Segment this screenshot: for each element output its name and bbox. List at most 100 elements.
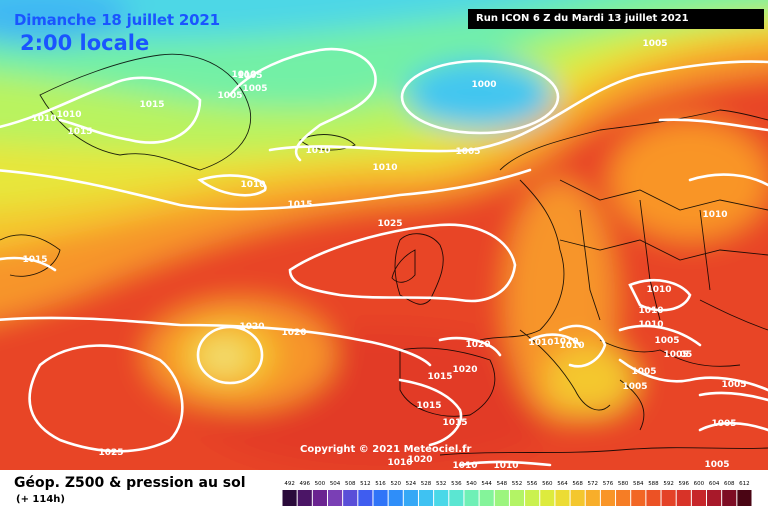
coastlines [0, 53, 768, 456]
chart-caption: Géop. Z500 & pression au sol [14, 475, 246, 491]
scale-swatch-580 [616, 490, 631, 506]
isobar-label-italy: 1010 [553, 337, 578, 347]
scale-swatch-600 [691, 490, 707, 506]
scale-tick-564: 564 [557, 481, 568, 487]
scale-swatch-516 [373, 490, 388, 506]
scale-tick-580: 580 [618, 481, 629, 487]
scale-tick-568: 568 [572, 481, 583, 487]
isobar-label-iberia-mid: 1015 [427, 372, 452, 382]
color-scale-legend: 492 496 500 504 508 512 516 520 524 528 532 536 540 5… [282, 481, 752, 506]
isobar-label-azores-high-2: 1020 [281, 328, 306, 338]
scale-swatch-540 [464, 490, 479, 506]
scale-swatch-528 [418, 490, 434, 506]
scale-tick-560: 560 [542, 481, 553, 487]
scale-swatch-496 [297, 490, 312, 506]
isobar-lines [0, 47, 768, 467]
isobar-label-alps: 1010 [528, 338, 553, 348]
forecast-date: Dimanche 18 juillet 2021 [14, 11, 220, 29]
scale-tick-600: 600 [694, 481, 705, 487]
scale-tick-588: 588 [648, 481, 659, 487]
scale-swatch-584 [631, 490, 646, 506]
scale-tick-584: 584 [633, 481, 644, 487]
scale-swatch-596 [676, 490, 691, 506]
scale-swatch-520 [388, 490, 403, 506]
scale-swatch-572 [585, 490, 600, 506]
isobar-label-morocco-2: 1020 [407, 455, 432, 465]
isobar-label-atlantic-mid: 1010 [240, 180, 265, 190]
scale-swatch-508 [343, 490, 358, 506]
copyright-notice: Copyright © 2021 Meteociel.fr [300, 444, 472, 455]
scale-tick-508: 508 [345, 481, 356, 487]
scale-tick-604: 604 [709, 481, 720, 487]
scale-tick-528: 528 [421, 481, 432, 487]
scale-swatch-612 [737, 490, 752, 506]
isobar-label-belarus: 1010 [638, 320, 663, 330]
scale-swatch-536 [449, 490, 464, 506]
isobar-label-greenland-north-2: 1005 [242, 84, 267, 94]
isobar-label-iceland-east: 1010 [372, 163, 397, 173]
isobar-label-greenland-south: 1010 [31, 114, 56, 124]
scale-tick-512: 512 [360, 481, 371, 487]
isobar-label-baltic: 1010 [646, 285, 671, 295]
scale-swatch-576 [600, 490, 616, 506]
scale-tick-532: 532 [436, 481, 447, 487]
scale-swatch-556 [525, 490, 540, 506]
isobar-label-algeria-2: 1010 [493, 461, 518, 470]
isobar-label-russia-west: 1010 [702, 210, 727, 220]
isobar-label-greenland-north: 1005 [237, 71, 262, 81]
scale-tick-596: 596 [679, 481, 690, 487]
scale-swatch-532 [434, 490, 449, 506]
scale-swatch-492 [282, 490, 297, 506]
isobar-label-ireland-high: 1025 [377, 219, 402, 229]
isobar-label-biscay: 1020 [465, 340, 490, 350]
scale-tick-516: 516 [375, 481, 386, 487]
scale-tick-540: 540 [466, 481, 477, 487]
scale-tick-496: 496 [299, 481, 310, 487]
scale-swatch-500 [312, 490, 327, 506]
scale-swatch-588 [646, 490, 661, 506]
scale-swatch-564 [555, 490, 570, 506]
isobar-label-iceland: 1010 [305, 146, 330, 156]
isobar-label-morocco: 1010 [387, 458, 412, 468]
isobar-label-iberia-south: 1015 [416, 401, 441, 411]
isobar-label-greenland-mid-2: 1015 [67, 127, 92, 137]
isobar-label-greenland-mid: 1015 [139, 100, 164, 110]
scale-tick-592: 592 [663, 481, 674, 487]
scale-swatch-552 [509, 490, 525, 506]
scale-tick-536: 536 [451, 481, 462, 487]
model-run-info: Run ICON 6 Z du Mardi 13 juillet 2021 [468, 9, 764, 29]
isobar-label-greece: 1005 [663, 350, 688, 360]
scale-swatch-504 [327, 490, 343, 506]
isobar-label-atlantic-south: 1025 [98, 448, 123, 458]
scale-tick-524: 524 [406, 481, 417, 487]
scale-tick-544: 544 [481, 481, 492, 487]
isobar-label-north-atlantic-low: 1000 [471, 80, 496, 90]
isobar-label-labrador-sea: 1015 [22, 255, 47, 265]
isobar-label-greenland-north-4: 1010 [231, 70, 256, 80]
scale-swatch-592 [661, 490, 676, 506]
scale-tick-556: 556 [527, 481, 538, 487]
isobar-label-black-sea: 1005 [704, 460, 729, 470]
isobar-label-algeria: 1010 [452, 461, 477, 470]
isobar-label-turkey-west: 1005 [631, 367, 656, 377]
isobar-label-azores-high: 1020 [239, 322, 264, 332]
lead-time: (+ 114h) [16, 494, 65, 505]
isobar-label-gibraltar: 1015 [442, 418, 467, 428]
scale-tick-612: 612 [739, 481, 750, 487]
scale-swatch-608 [722, 490, 737, 506]
scale-tick-552: 552 [512, 481, 523, 487]
isobar-label-balkans: 1010 [559, 341, 584, 351]
isobar-label-norway-sea: 1005 [642, 39, 667, 49]
geopotential-field [0, 0, 768, 470]
scale-tick-576: 576 [603, 481, 614, 487]
isobar-label-iberia-north: 1020 [452, 365, 477, 375]
isobar-label-atlantic-north: 1015 [287, 200, 312, 210]
scale-swatch-548 [494, 490, 509, 506]
isobar-label-balkans-south: 1005 [654, 336, 679, 346]
scale-tick-520: 520 [390, 481, 401, 487]
scale-tick-500: 500 [315, 481, 326, 487]
scale-swatch-604 [707, 490, 722, 506]
isobar-label-poland: 1010 [638, 306, 663, 316]
scale-tick-572: 572 [588, 481, 599, 487]
